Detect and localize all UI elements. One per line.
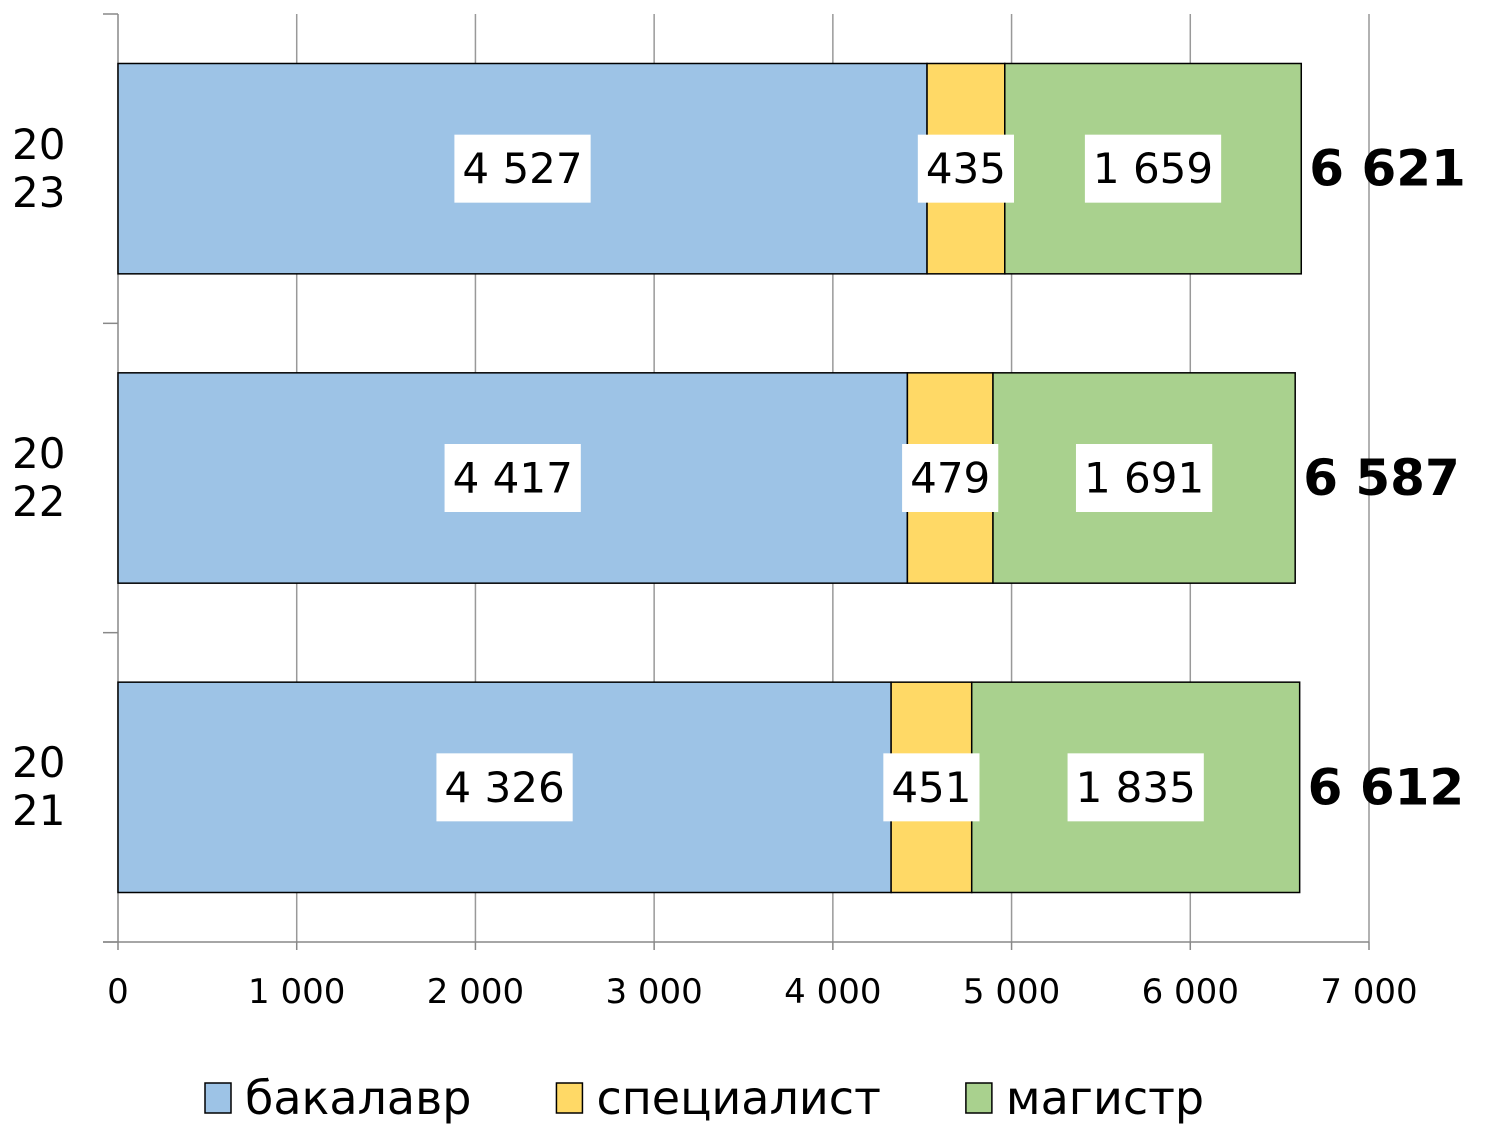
total-label: 6 612 xyxy=(1308,758,1465,816)
y-tick-label: 2021 xyxy=(12,738,66,836)
x-tick-label: 0 xyxy=(107,972,129,1012)
x-tick-label: 2 000 xyxy=(427,972,524,1012)
x-tick-label: 6 000 xyxy=(1142,972,1239,1012)
legend-label: бакалавр xyxy=(245,1071,471,1125)
legend-label: магистр xyxy=(1006,1071,1204,1125)
data-label: 1 691 xyxy=(1084,454,1204,503)
y-tick-label: 2023 xyxy=(12,119,66,217)
data-label: 451 xyxy=(891,763,971,812)
legend-label: специалист xyxy=(596,1071,880,1125)
data-label: 435 xyxy=(926,144,1006,193)
data-label-bg xyxy=(1075,444,1213,512)
total-label: 6 587 xyxy=(1303,449,1460,507)
data-label: 4 417 xyxy=(453,454,573,503)
data-label-bg xyxy=(436,753,573,822)
data-label-bg xyxy=(444,444,581,512)
y-tick-label: 2022 xyxy=(12,429,66,526)
x-tick-label: 7 000 xyxy=(1320,972,1417,1012)
legend-swatch xyxy=(204,1082,232,1114)
x-tick-label: 5 000 xyxy=(963,972,1060,1012)
total-label: 6 621 xyxy=(1309,140,1466,198)
legend-swatch xyxy=(555,1082,584,1114)
data-label: 4 326 xyxy=(444,763,564,812)
data-label-bg xyxy=(917,134,1014,203)
data-label: 1 659 xyxy=(1093,144,1213,193)
data-label-bg xyxy=(1067,753,1204,822)
data-label-bg xyxy=(454,134,591,203)
data-label-bg xyxy=(902,444,999,512)
x-tick-label: 1 000 xyxy=(248,972,345,1012)
x-tick-label: 4 000 xyxy=(784,972,881,1012)
data-label-bg xyxy=(1084,134,1222,203)
legend-swatch xyxy=(965,1082,993,1114)
data-label-bg xyxy=(883,753,980,822)
data-label: 479 xyxy=(910,454,990,503)
x-tick-label: 3 000 xyxy=(605,972,702,1012)
data-label: 4 527 xyxy=(462,144,582,193)
data-label: 1 835 xyxy=(1076,763,1196,812)
